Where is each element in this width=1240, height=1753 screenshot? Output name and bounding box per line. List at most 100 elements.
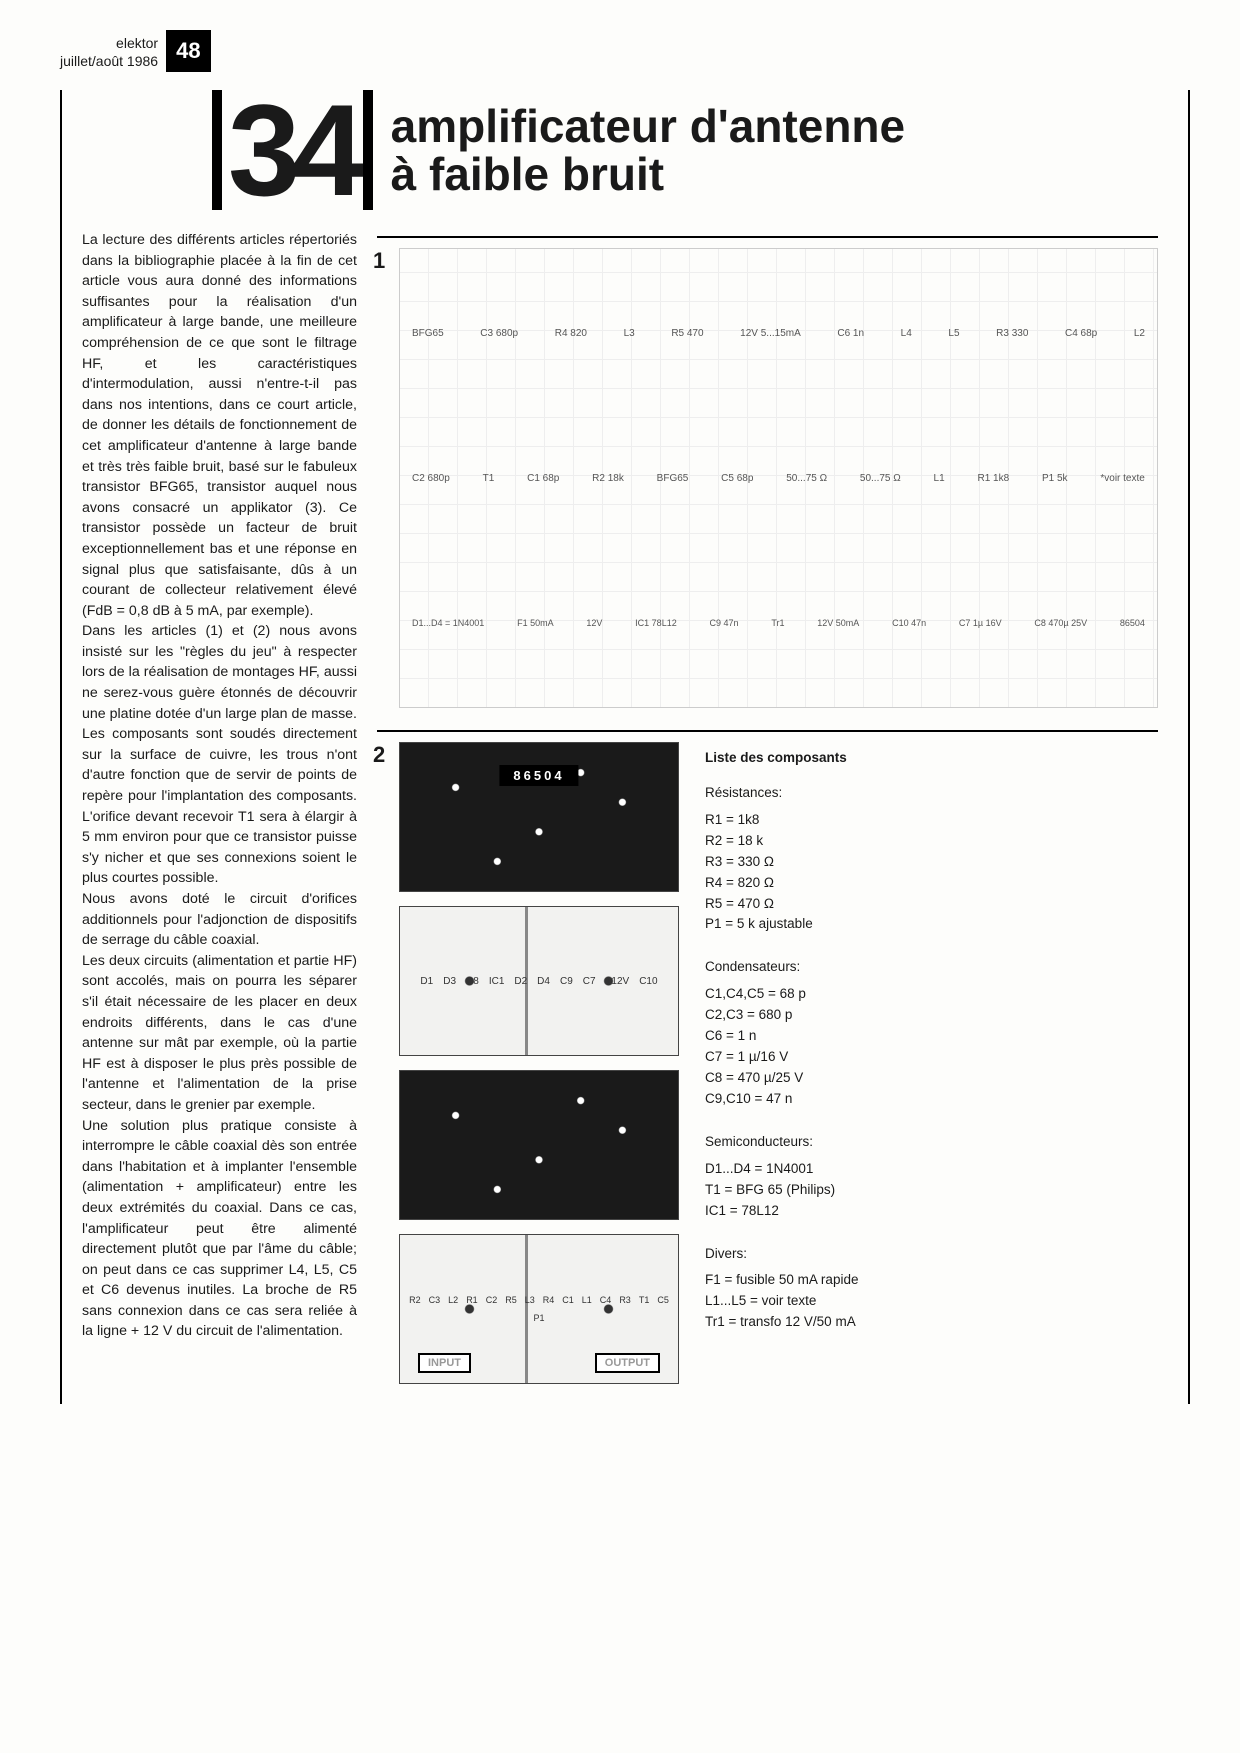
pcb-component-ref: P1: [533, 1313, 544, 1323]
figure-1-schematic: 1 BFG65C3 680pR4 820L3R5 47012V 5...15mA…: [377, 248, 1158, 708]
part-line: C9,C10 = 47 n: [705, 1089, 1158, 1110]
schematic-ref: C6 1n: [837, 328, 864, 339]
title-bar-right: [363, 90, 373, 210]
schematic-ref: C5 68p: [721, 473, 753, 484]
pcb-component-ref: R3: [619, 1295, 631, 1305]
page-frame: 34 amplificateur d'antenne à faible brui…: [60, 90, 1190, 1404]
schematic-ref: R5 470: [671, 328, 703, 339]
pcb-component-ref: C5: [657, 1295, 669, 1305]
part-line: C2,C3 = 680 p: [705, 1005, 1158, 1026]
title-row: 34 amplificateur d'antenne à faible brui…: [62, 90, 1158, 210]
magazine-info: elektor juillet/août 1986: [60, 30, 158, 70]
schematic-ref: P1 5k: [1042, 473, 1068, 484]
pcb-component-ref: L1: [582, 1295, 592, 1305]
pcb-silk-power: D1D3C8IC1D2D4C9C7+12VC10: [399, 906, 679, 1056]
part-line: R2 = 18 k: [705, 831, 1158, 852]
pcb-silk-ref: D1: [420, 976, 433, 987]
schematic-ref: C9 47n: [710, 618, 739, 628]
schematic-ref: L3: [624, 328, 635, 339]
issue-date: juillet/août 1986: [60, 52, 158, 70]
schematic-diagram: BFG65 C3 680p R4 820 L3 R5 470 12V 5...15mA C6…: [399, 248, 1158, 708]
schematic-ref: L2: [1134, 328, 1145, 339]
parts-group-title: Semiconducteurs:: [705, 1132, 1158, 1153]
pcb-component-ref: C2: [486, 1295, 498, 1305]
part-line: R4 = 820 Ω: [705, 873, 1158, 894]
pcb-silk-ref: C10: [639, 976, 657, 987]
part-line: C7 = 1 µ/16 V: [705, 1047, 1158, 1068]
parts-list-heading: Liste des composants: [705, 748, 1158, 769]
pcb-rf-labels: R2C3L2R1C2R5L3R4C1L1C4R3T1C5P1: [400, 1289, 678, 1329]
schematic-ref: 12V 50mA: [817, 618, 859, 628]
parts-group-title: Résistances:: [705, 783, 1158, 804]
schematic-ref: *voir texte: [1100, 473, 1144, 484]
schematic-ref: C10 47n: [892, 618, 926, 628]
pcb-silk-ref: +12V: [606, 976, 630, 987]
figure-2-section: 2 86504 D1D3C8IC1D2D4C9C7+12VC10 R2C3L2R…: [377, 742, 1158, 1384]
part-line: IC1 = 78L12: [705, 1201, 1158, 1222]
part-line: T1 = BFG 65 (Philips): [705, 1180, 1158, 1201]
title-bar-left: [212, 90, 222, 210]
pcb-silk-rf: R2C3L2R1C2R5L3R4C1L1C4R3T1C5P1 INPUT OUT…: [399, 1234, 679, 1384]
schematic-ref: C2 680p: [412, 473, 450, 484]
part-line: F1 = fusible 50 mA rapide: [705, 1270, 1158, 1291]
pcb-component-ref: R5: [505, 1295, 517, 1305]
part-line: R1 = 1k8: [705, 810, 1158, 831]
pcb-component-ref: C1: [562, 1295, 574, 1305]
schematic-ref: Tr1: [771, 618, 784, 628]
pcb-copper-rf: [399, 1070, 679, 1220]
parts-group-title: Condensateurs:: [705, 957, 1158, 978]
part-line: C6 = 1 n: [705, 1026, 1158, 1047]
schematic-ref: 50...75 Ω: [860, 473, 901, 484]
schematic-ref: R4 820: [555, 328, 587, 339]
pcb-silk-ref: C7: [583, 976, 596, 987]
figure-1-rule: [377, 236, 1158, 238]
pcb-component-ref: R2: [409, 1295, 421, 1305]
schematic-ref: 86504: [1120, 618, 1145, 628]
pcb-component-ref: R4: [543, 1295, 555, 1305]
title-line-1: amplificateur d'antenne: [391, 102, 906, 150]
schematic-ref: R2 18k: [592, 473, 624, 484]
schematic-ref: 12V: [586, 618, 602, 628]
schematic-ref: C8 470µ 25V: [1034, 618, 1087, 628]
pcb-board-id: 86504: [499, 765, 578, 786]
part-line: D1...D4 = 1N4001: [705, 1159, 1158, 1180]
schematic-ref: C7 1µ 16V: [959, 618, 1002, 628]
pcb-component-ref: C4: [600, 1295, 612, 1305]
pcb-copper-power: 86504: [399, 742, 679, 892]
schematic-labels-bottom: D1...D4 = 1N4001 F1 50mA 12V IC1 78L12 C9 47…: [412, 618, 1145, 628]
schematic-ref: IC1 78L12: [635, 618, 677, 628]
pcb-component-ref: R1: [466, 1295, 478, 1305]
pcb-output-label: OUTPUT: [595, 1353, 660, 1373]
schematic-ref: C4 68p: [1065, 328, 1097, 339]
title-line-2: à faible bruit: [391, 150, 906, 198]
schematic-ref: 50...75 Ω: [786, 473, 827, 484]
body-text: La lecture des différents articles réper…: [82, 230, 357, 1342]
schematic-ref: F1 50mA: [517, 618, 554, 628]
schematic-ref: D1...D4 = 1N4001: [412, 618, 484, 628]
schematic-ref: C1 68p: [527, 473, 559, 484]
pcb-component-ref: T1: [639, 1295, 650, 1305]
figure-2-label: 2: [373, 742, 385, 768]
pcb-silk-labels: D1D3C8IC1D2D4C9C7+12VC10: [412, 968, 665, 995]
part-line: C1,C4,C5 = 68 p: [705, 984, 1158, 1005]
schematic-ref: BFG65: [657, 473, 689, 484]
article-title: amplificateur d'antenne à faible bruit: [391, 102, 906, 199]
figure-2-rule: [377, 730, 1158, 732]
magazine-name: elektor: [60, 34, 158, 52]
pcb-silk-ref: D2: [514, 976, 527, 987]
pcb-silk-ref: D4: [537, 976, 550, 987]
part-line: C8 = 470 µ/25 V: [705, 1068, 1158, 1089]
schematic-ref: 12V 5...15mA: [740, 328, 801, 339]
figures-column: 1 BFG65C3 680pR4 820L3R5 47012V 5...15mA…: [377, 230, 1158, 1384]
schematic-ref: C3 680p: [480, 328, 518, 339]
pcb-input-label: INPUT: [418, 1353, 471, 1373]
page-header: elektor juillet/août 1986 48: [60, 30, 1190, 72]
schematic-ref: L5: [948, 328, 959, 339]
pcb-silk-ref: C9: [560, 976, 573, 987]
pcb-component-ref: L3: [525, 1295, 535, 1305]
pcb-stack: 86504 D1D3C8IC1D2D4C9C7+12VC10 R2C3L2R1C…: [399, 742, 679, 1384]
parts-group-title: Divers:: [705, 1244, 1158, 1265]
schematic-ref: L1: [934, 473, 945, 484]
schematic-labels-mid: C2 680pT1C1 68pR2 18kBFG65C5 68p50...75 …: [412, 473, 1145, 484]
part-line: P1 = 5 k ajustable: [705, 914, 1158, 935]
